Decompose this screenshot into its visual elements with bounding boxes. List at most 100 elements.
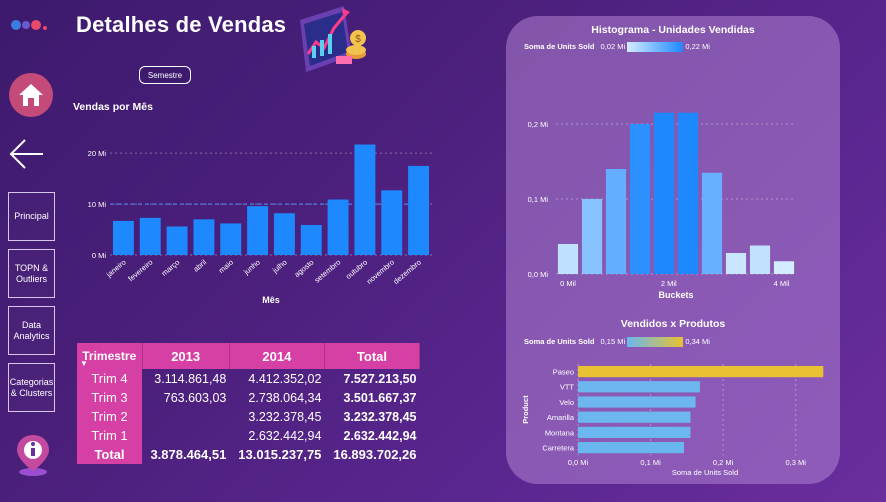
cell-2014: 2.632.442,94	[248, 428, 322, 443]
products-legend-min: 0,15 Mi	[600, 337, 626, 346]
products-legend-max: 0,34 Mi	[685, 337, 710, 346]
x-tick-label: 0,1 Mi	[640, 458, 661, 467]
y-tick-label: 0,1 Mi	[528, 195, 549, 204]
y-category-label: Paseo	[553, 368, 574, 377]
nav-principal-button[interactable]: Principal	[8, 192, 55, 241]
x-axis-title: Soma de Units Sold	[672, 468, 738, 477]
product-bar	[578, 411, 691, 423]
table-row: Trim 4 3.114.861,48 4.412.352,02 7.527.2…	[77, 369, 420, 388]
histogram-title: Histograma - Unidades Vendidas	[591, 24, 755, 36]
x-tick-label: 0,0 Mi	[568, 458, 589, 467]
y-tick-label: 10 Mi	[88, 200, 107, 209]
histogram-legend-min: 0,02 Mi	[600, 42, 626, 51]
products-legend-label: Soma de Units Sold	[524, 337, 595, 346]
nav-categorias-clusters-button[interactable]: Categorias & Clusters	[8, 363, 55, 412]
row-label: Trim 3	[77, 388, 142, 407]
x-axis-title: Mês	[262, 295, 280, 305]
x-tick-label: 0 Mil	[560, 279, 576, 288]
x-tick-label: agosto	[292, 258, 315, 279]
bar	[193, 219, 215, 255]
histogram-bar	[581, 199, 603, 274]
x-tick-label: janeiro	[104, 258, 128, 280]
home-icon	[19, 84, 43, 106]
x-tick-label: julho	[270, 258, 289, 276]
bar	[220, 223, 242, 255]
cell-2013	[142, 426, 229, 445]
sales-illustration: $	[300, 6, 366, 72]
info-pin-icon[interactable]	[13, 433, 53, 477]
products-chart-title: Vendidos x Produtos	[620, 318, 726, 330]
bar	[139, 217, 161, 255]
page-title: Detalhes de Vendas	[76, 12, 287, 37]
cell-2013	[142, 407, 229, 426]
cell-2013: 763.603,03	[163, 390, 227, 405]
semestre-button[interactable]: Semestre	[139, 66, 191, 84]
x-tick-label: novembro	[365, 258, 396, 286]
svg-text:$: $	[355, 34, 361, 45]
y-tick-label: 0,2 Mi	[528, 120, 549, 129]
histogram-legend: Soma de Units Sold 0,02 Mi 0,22 Mi	[524, 42, 710, 53]
histogram-bar	[653, 112, 675, 274]
table-total-row: Total 3.878.464,51 13.015.237,75 16.893.…	[77, 445, 420, 464]
matrix-header-total[interactable]: Total	[324, 343, 421, 369]
y-category-label: Velo	[559, 398, 574, 407]
cell-2014: 2.738.064,34	[248, 390, 322, 405]
y-category-label: Carretera	[542, 444, 575, 453]
x-tick-label: 2 Mil	[661, 279, 677, 288]
row-label: Trim 1	[77, 426, 142, 445]
histogram-bar	[701, 172, 723, 274]
product-bar	[578, 366, 824, 378]
table-row: Trim 2 3.232.378,45 3.232.378,45	[77, 407, 420, 426]
cell-2014: 4.412.352,02	[248, 371, 322, 386]
x-tick-label: junho	[241, 258, 262, 277]
products-legend: Soma de Units Sold 0,15 Mi 0,34 Mi	[524, 337, 710, 348]
cell-2014: 13.015.237,75	[238, 447, 322, 462]
y-axis-title: Product	[521, 395, 530, 424]
histogram-legend-label: Soma de Units Sold	[524, 42, 595, 51]
x-tick-label: 4 Mil	[774, 279, 790, 288]
y-tick-label: 20 Mi	[88, 149, 107, 158]
matrix-header-2014[interactable]: 2014	[229, 343, 325, 369]
matrix-header-trimestre[interactable]: Trimestre ▼	[77, 343, 143, 369]
row-label: Trim 4	[77, 369, 142, 388]
product-bar	[578, 426, 691, 438]
products-legend-gradient	[627, 337, 684, 348]
histogram-bar	[677, 112, 699, 274]
histogram-bar	[773, 261, 795, 274]
product-bar	[578, 381, 700, 393]
histogram-bar	[749, 245, 771, 274]
cell-total: 3.232.378,45	[343, 409, 417, 424]
bar	[354, 144, 376, 255]
histogram-bar	[629, 124, 651, 274]
product-bar	[578, 396, 696, 408]
monthly-chart-title: Vendas por Mês	[73, 101, 153, 113]
x-tick-label: março	[160, 258, 182, 278]
sort-down-icon[interactable]: ▼	[80, 359, 88, 368]
y-tick-label: 0 Mi	[92, 251, 107, 260]
y-tick-label: 0,0 Mi	[528, 270, 549, 279]
bar	[327, 199, 349, 255]
home-button[interactable]	[9, 73, 53, 117]
product-bar	[578, 442, 684, 454]
y-category-label: Amarilla	[547, 413, 575, 422]
quarter-matrix: Trimestre ▼ 2013 2014 Total Trim 4 3.114…	[77, 343, 421, 464]
cell-2014: 3.232.378,45	[248, 409, 322, 424]
bar	[166, 226, 188, 255]
back-arrow-icon[interactable]	[9, 138, 45, 170]
bar	[273, 213, 295, 255]
bar	[112, 220, 134, 255]
y-category-label: VTT	[560, 383, 575, 392]
matrix-header-2013[interactable]: 2013	[142, 343, 230, 369]
nav-topn-outliers-button[interactable]: TOPN & Outliers	[8, 249, 55, 298]
products-bar-chart: 0,0 Mi 0,1 Mi 0,2 Mi 0,3 Mi Paseo VTT Velo Amar…	[521, 364, 824, 477]
cell-2013: 3.878.464,51	[150, 447, 227, 462]
table-row: Trim 3 763.603,03 2.738.064,34 3.501.667…	[77, 388, 420, 407]
y-category-label: Montana	[545, 428, 575, 437]
nav-data-analytics-button[interactable]: Data Analytics	[8, 306, 55, 355]
histogram-legend-max: 0,22 Mi	[685, 42, 710, 51]
x-tick-label: 0,3 Mi	[785, 458, 806, 467]
x-tick-label: maio	[217, 258, 235, 275]
histogram-chart: 0,2 Mi 0,1 Mi 0,0 Mi 0 Mil 2 Mil 4 Mil Buckets	[528, 112, 796, 300]
histogram-legend-gradient	[627, 42, 684, 53]
